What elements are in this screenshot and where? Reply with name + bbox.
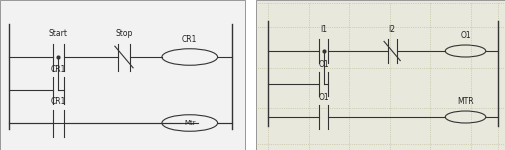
Text: Mtr: Mtr	[184, 120, 195, 126]
Text: Stop: Stop	[115, 28, 132, 38]
Text: CR1: CR1	[50, 98, 66, 106]
Text: I2: I2	[388, 26, 395, 34]
Text: CR1: CR1	[50, 64, 66, 74]
Text: O1: O1	[318, 60, 328, 69]
Text: Start: Start	[48, 28, 68, 38]
Bar	[255, 0, 505, 150]
Text: CR1: CR1	[182, 35, 197, 44]
Text: I1: I1	[320, 26, 327, 34]
Text: O1: O1	[318, 93, 328, 102]
Text: MTR: MTR	[457, 98, 473, 106]
Bar	[0, 0, 245, 150]
Text: O1: O1	[460, 32, 470, 40]
